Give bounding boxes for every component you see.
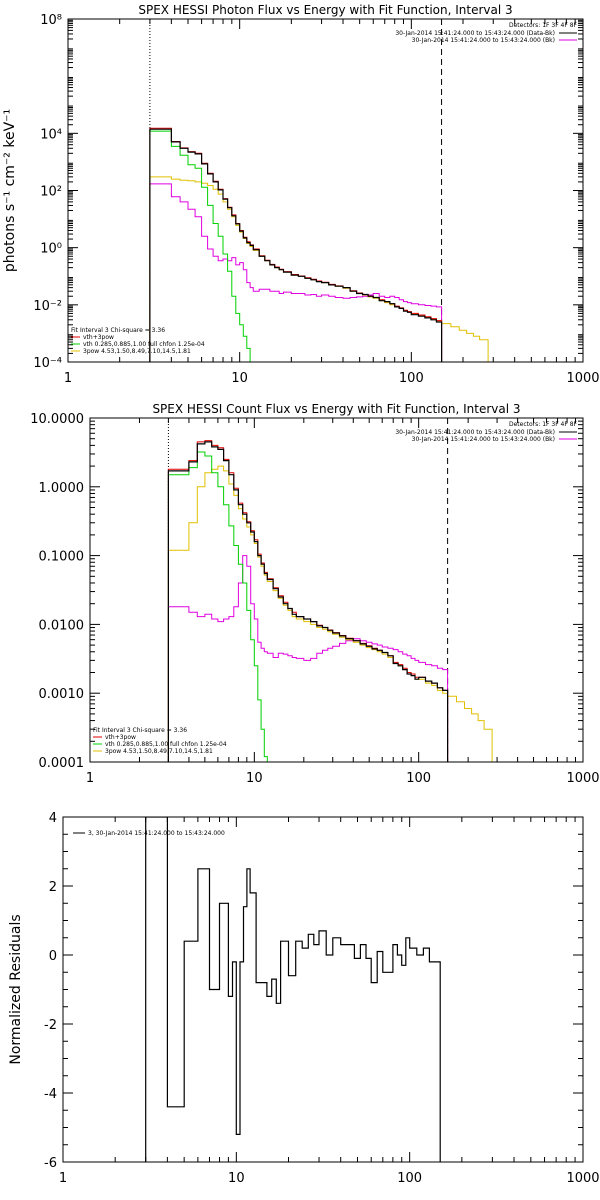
residuals-ytick-label: 4: [49, 811, 57, 826]
photon-series-background: [149, 183, 443, 362]
count-series-nonthermal: [167, 465, 493, 762]
photon-xtick-label: 1000: [566, 371, 599, 386]
residuals-series-data: [145, 817, 441, 1162]
count-time-legend-label: 30-Jan-2014 15:41:24.000 to 15:43:24.000…: [412, 436, 555, 443]
residuals-axes-frame: [62, 816, 584, 1163]
count-series-background: [167, 555, 449, 762]
residuals-ytick-label: 2: [49, 880, 57, 895]
residuals-xtick-label: 1: [59, 1171, 67, 1186]
count-ytick-label: 0.0010: [39, 687, 85, 702]
residuals-xtick-label: 100: [397, 1171, 422, 1186]
count-title: SPEX HESSI Count Flux vs Energy with Fit…: [152, 402, 520, 416]
photon-fit-info: Fit Interval 3 Chi-square = 3.36: [71, 327, 165, 334]
count-ytick-label: 1.0000: [39, 481, 85, 496]
residuals-ytick-label: -6: [44, 1156, 57, 1171]
count-panel: 1 10 100 1000 0.0001 0.0010 0.0100 0.1000 1.0000…: [30, 402, 599, 786]
photon-fit-legend-label: 3pow 4.53,1.50,8.49,7.10,14.5,1.81: [83, 348, 191, 355]
photon-panel: 1 10 100 1000 10⁻⁴ 10⁻² 10⁰ 10² 10⁴ 10⁸ SPEX HESSI…: [2, 3, 600, 386]
photon-ylabel: photons s⁻¹ cm⁻² keV⁻¹: [2, 109, 18, 272]
residuals-plot-area: [145, 817, 441, 1162]
photon-series-thermal: [149, 130, 251, 362]
residuals-ytick-label: 0: [49, 949, 57, 964]
count-plot-area: [167, 418, 493, 762]
count-time-legend-label: 30-Jan-2014 15:41:24.000 to 15:43:24.000…: [395, 429, 555, 436]
photon-xtick-label: 10: [231, 371, 248, 386]
count-xtick-label: 10: [246, 771, 263, 786]
residuals-xtick-label: 10: [228, 1171, 245, 1186]
count-fit-info: Fit Interval 3 Chi-square = 3.36: [93, 727, 187, 734]
residuals-ylabel: Normalized Residuals: [8, 914, 24, 1064]
count-series-total-fit: [167, 440, 449, 762]
count-ytick-label: 0.0100: [39, 618, 85, 633]
count-detectors-header: Detectors: 1F 3F 4F 8F: [509, 421, 578, 428]
photon-ytick-label: 10²: [40, 185, 62, 200]
count-series-data: [167, 441, 449, 762]
photon-detectors-header: Detectors: 1F 3F 4F 8F: [509, 22, 578, 29]
photon-fit-legend-label: vth 0.285,0.885,1.00 full chfon 1.25e-04: [83, 341, 205, 348]
photon-ytick-label: 10⁰: [40, 242, 62, 257]
count-ytick-label: 0.1000: [39, 550, 85, 565]
count-fit-legend-label: vth+3pow: [105, 734, 136, 741]
count-xtick-label: 1000: [566, 771, 599, 786]
count-axes-frame: [89, 417, 584, 763]
residuals-ytick-label: -2: [44, 1018, 57, 1033]
residuals-xtick-label: 1000: [566, 1171, 599, 1186]
count-ytick-label: 0.0001: [39, 756, 85, 771]
photon-xtick-label: 1: [64, 371, 72, 386]
count-xtick-label: 1: [86, 771, 94, 786]
residuals-legend-label: 3, 30-Jan-2014 15:41:24.000 to 15:43:24.…: [88, 830, 225, 837]
photon-title: SPEX HESSI Photon Flux vs Energy with Fi…: [138, 3, 512, 17]
photon-time-legend-label: 30-Jan-2014 15:41:24.000 to 15:43:24.000…: [395, 30, 555, 37]
photon-xtick-label: 100: [399, 371, 424, 386]
residuals-ytick-label: -4: [44, 1087, 57, 1102]
count-series-thermal: [167, 451, 268, 762]
count-ytick-label: 10.0000: [30, 412, 84, 427]
photon-plot-area: [149, 19, 489, 362]
count-fit-legend-label: vth 0.285,0.885,1.00 full chfon 1.25e-04: [105, 741, 227, 748]
count-fit-legend-label: 3pow 4.53,1.50,8.49,7.10,14.5,1.81: [105, 748, 213, 755]
photon-ytick-label: 10⁸: [40, 13, 62, 28]
photon-time-legend-label: 30-Jan-2014 15:41:24.000 to 15:43:24.000…: [412, 37, 555, 44]
photon-axes-frame: [67, 18, 584, 363]
photon-fit-legend-label: vth+3pow: [83, 334, 114, 341]
residuals-panel: 1 10 100 1000 -6 -4 -2 0 2 4 Normalized Residuals 3…: [8, 811, 600, 1186]
photon-ytick-label: 10⁻⁴: [33, 356, 62, 371]
photon-ytick-label: 10⁴: [40, 127, 62, 142]
photon-series-total-fit: [149, 127, 443, 362]
count-xtick-label: 100: [406, 771, 431, 786]
photon-series-data: [149, 128, 443, 362]
photon-ytick-label: 10⁻²: [33, 299, 62, 314]
